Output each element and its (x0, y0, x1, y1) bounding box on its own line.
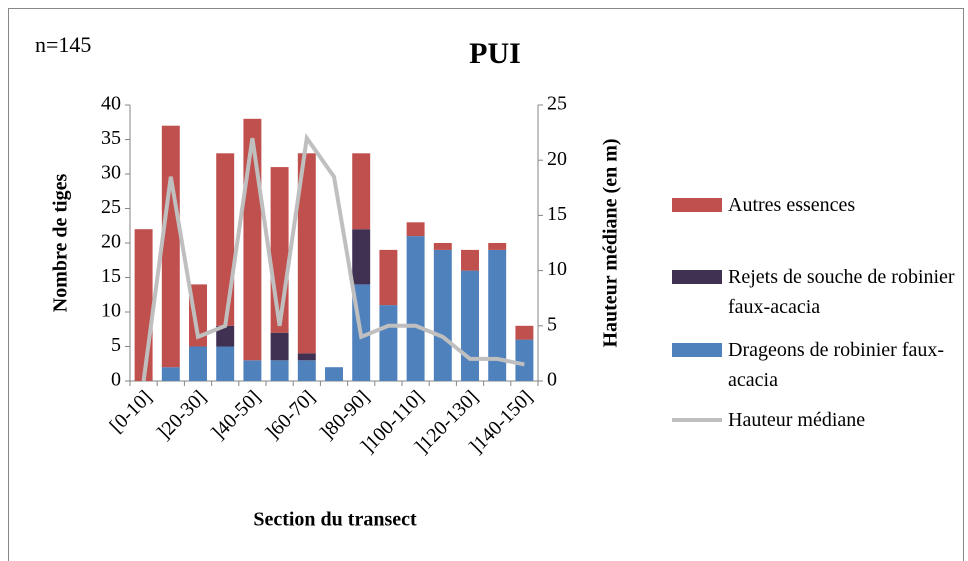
bar-segment (488, 249, 507, 381)
legend-label: Autres essences (728, 194, 856, 216)
legend-label: Rejets de souche de robinier faux-acacia (728, 266, 955, 318)
x-tick-label: ]60-70] (262, 386, 320, 444)
bar-segment (515, 325, 534, 340)
y2-tick-label: 5 (547, 313, 557, 335)
y-tick-label: 25 (101, 196, 121, 218)
annotation: n=145 (35, 32, 91, 57)
bar-segment (433, 243, 452, 250)
bar-segment (461, 270, 479, 381)
bar-segment (161, 367, 180, 381)
y-axis-title: Nombre de tiges (50, 174, 72, 313)
y2-tick-label: 15 (547, 203, 567, 225)
y2-axis-title: Hauteur médiane (en m) (600, 138, 622, 347)
bar-segment (216, 325, 235, 347)
bar-segment (189, 346, 207, 381)
legend-swatch (672, 198, 722, 212)
line-series (141, 132, 525, 382)
legend-label: Drageons de robinier faux-acacia (728, 339, 945, 391)
bar-segment (488, 243, 507, 250)
y2-tick-label: 25 (547, 93, 567, 115)
legend-swatch (672, 418, 722, 422)
bar-segment (243, 360, 262, 381)
legend-label: Hauteur médiane (728, 409, 866, 431)
bar-segment (352, 153, 371, 230)
y-tick-label: 35 (101, 127, 121, 149)
x-tick-label: ]20-30] (153, 386, 211, 444)
bar-segment (352, 229, 371, 285)
bar-segment (515, 339, 534, 381)
bar-segment (325, 367, 343, 381)
bar-segment (461, 249, 479, 271)
legend-swatch (672, 270, 722, 284)
y-tick-label: 15 (101, 265, 121, 287)
bar-segment (297, 360, 316, 381)
y-tick-label: 20 (101, 231, 121, 253)
x-axis-title: Section du transect (253, 509, 417, 531)
bar-segment (406, 222, 425, 237)
x-tick-label: [0-10] (105, 386, 156, 437)
bar-segment (379, 249, 398, 306)
bar-segment (433, 249, 452, 381)
bar-segment (243, 118, 262, 361)
bar-segment (297, 353, 316, 361)
bar-segment (216, 346, 235, 381)
y-tick-label: 30 (101, 162, 121, 184)
chart-border (8, 8, 964, 561)
bar-segment (134, 229, 153, 381)
legend-swatch (672, 343, 722, 357)
y2-tick-label: 20 (547, 148, 567, 170)
bar-segment (216, 153, 235, 326)
chart-title: PUI (469, 37, 521, 70)
y-tick-label: 40 (101, 93, 121, 115)
y-tick-label: 10 (101, 300, 121, 322)
bar-segment (297, 153, 316, 354)
bar-segment (406, 236, 425, 381)
x-tick-label: ]40-50] (207, 386, 265, 444)
bar-segment (270, 167, 289, 333)
y2-tick-label: 10 (547, 258, 567, 280)
y-tick-label: 5 (111, 334, 121, 356)
bar-segment (161, 125, 180, 368)
y-tick-label: 0 (111, 369, 121, 391)
bar-segment (270, 332, 289, 361)
y2-tick-label: 0 (547, 369, 557, 391)
bar-segment (379, 305, 398, 381)
bar-segment (270, 360, 289, 381)
